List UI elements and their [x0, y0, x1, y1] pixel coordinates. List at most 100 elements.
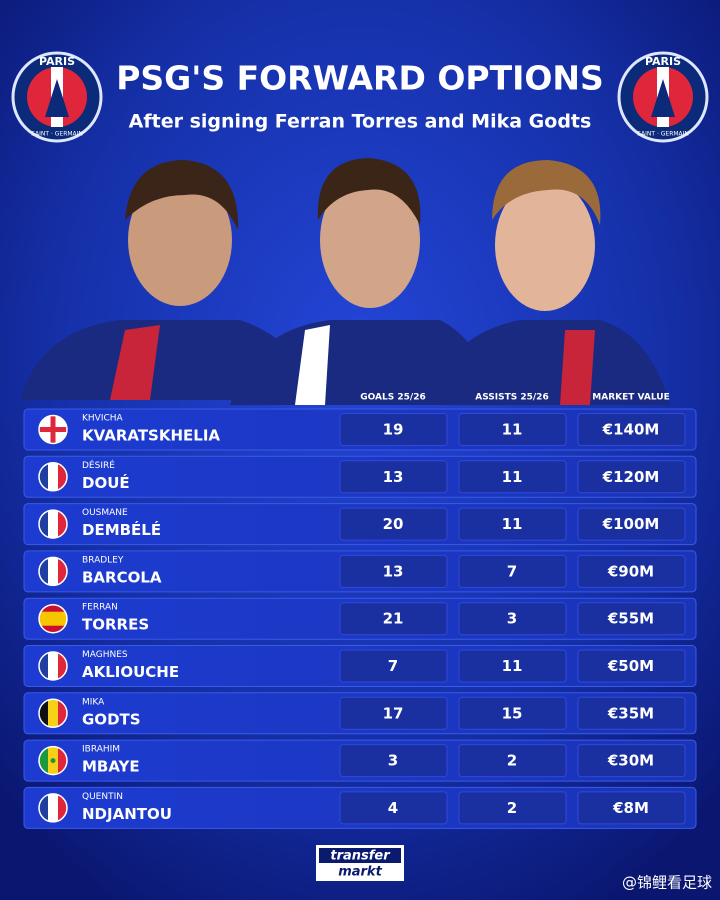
cell-assists: 15 [502, 704, 523, 722]
cell-value: €100M [602, 515, 660, 533]
cell-background [458, 460, 567, 494]
last-name: TORRES [82, 616, 149, 634]
flag-ring [38, 698, 68, 729]
flag-part [39, 611, 67, 626]
flag-part [58, 699, 67, 728]
table-row: OUSMANE DEMBÉLÉ 20 11 €100M [23, 503, 697, 546]
cell-goals: 7 [388, 657, 398, 675]
cell-assists: 3 [507, 610, 517, 628]
flag-icon [38, 793, 68, 823]
first-name: QUENTIN [82, 792, 123, 802]
cell-assists: 7 [507, 562, 517, 580]
flag-icon [38, 509, 68, 539]
logo-bottom: markt [338, 865, 382, 880]
flag-icon [38, 603, 68, 634]
flag-part [39, 510, 48, 539]
table-row: MIKA GODTS 17 15 €35M [23, 692, 697, 735]
flag-part [48, 793, 58, 822]
first-name: KHVICHA [82, 414, 124, 424]
flag-part [48, 557, 58, 586]
cell-background [339, 649, 448, 683]
first-name: MAGHNES [82, 650, 128, 660]
cell-background [577, 460, 686, 494]
flag-ring [38, 745, 68, 776]
cell-goals: 13 [383, 468, 404, 486]
last-name: MBAYE [82, 758, 140, 776]
cell-background [458, 649, 567, 683]
watermark: @锦鲤看足球 [622, 874, 712, 892]
flag-part [48, 462, 58, 491]
table-row: DÉSIRÉ DOUÉ 13 11 €120M [23, 455, 697, 498]
flag-ring [38, 603, 68, 634]
cell-goals: 3 [388, 752, 398, 770]
table-row: BRADLEY BARCOLA 13 7 €90M [23, 550, 697, 593]
cell-background [577, 602, 686, 636]
flag-ring [38, 414, 68, 445]
last-name: AKLIOUCHE [82, 663, 179, 681]
flag-part [50, 758, 56, 764]
flag [39, 793, 67, 822]
cell-background [458, 791, 567, 825]
logo-top: transfer [330, 849, 391, 864]
first-name: OUSMANE [82, 508, 128, 518]
cell-background [577, 649, 686, 683]
cell-background [339, 791, 448, 825]
flag-ring [38, 462, 68, 492]
cell-background [577, 413, 686, 446]
flag-part [58, 462, 67, 491]
flag-icon [38, 745, 68, 776]
cell-goals: 20 [383, 515, 404, 533]
cell-value: €140M [602, 421, 660, 439]
cell-goals: 4 [388, 799, 398, 817]
cell-assists: 11 [502, 657, 523, 675]
crest-bottom: SAINT · GERMAIN [31, 131, 83, 138]
first-name: BRADLEY [82, 555, 124, 565]
flag [39, 462, 67, 491]
flag-ring [38, 793, 68, 823]
cell-background [458, 413, 567, 446]
flag [39, 415, 67, 444]
flag-part [58, 652, 67, 680]
cell-value: €35M [607, 704, 654, 722]
cell-assists: 2 [507, 799, 517, 817]
cell-assists: 11 [502, 421, 523, 439]
flag-ring [38, 509, 68, 539]
table-row: FERRAN TORRES 21 3 €55M [23, 597, 697, 640]
crest-left: PARIS SAINT · GERMAIN [11, 51, 103, 143]
cell-goals: 21 [383, 610, 404, 628]
cell-background [577, 554, 686, 588]
flag-part [58, 746, 67, 775]
flag [39, 652, 67, 680]
crest-bottom: SAINT · GERMAIN [637, 131, 689, 138]
crest-right: PARIS SAINT · GERMAIN [617, 51, 709, 143]
flag-part [58, 510, 67, 539]
flag-part [48, 699, 58, 728]
first-name: FERRAN [82, 603, 118, 613]
cell-value: €8M [612, 799, 649, 817]
cell-value: €90M [607, 562, 654, 580]
title: PSG'S FORWARD OPTIONS [116, 59, 604, 98]
cell-background [458, 602, 567, 636]
flag [39, 699, 67, 728]
last-name: DEMBÉLÉ [82, 520, 161, 539]
last-name: BARCOLA [82, 568, 162, 586]
cell-background [339, 554, 448, 588]
subtitle: After signing Ferran Torres and Mika God… [129, 111, 592, 133]
first-name: DÉSIRÉ [82, 459, 115, 471]
column-header: ASSISTS 25/26 [475, 393, 548, 403]
last-name: GODTS [82, 710, 141, 728]
first-name: IBRAHIM [82, 745, 120, 755]
flag-part [58, 793, 67, 822]
table-row: IBRAHIM MBAYE 3 2 €30M [23, 739, 697, 782]
cell-background [577, 507, 686, 541]
flag-part [39, 557, 48, 586]
cell-background [339, 507, 448, 541]
cell-assists: 11 [502, 468, 523, 486]
crest-top: PARIS [645, 55, 681, 68]
flag-icon [38, 698, 68, 729]
flag-part [39, 427, 67, 432]
cell-background [577, 744, 686, 778]
transfermarkt-logo: transfer markt [316, 845, 404, 881]
last-name: DOUÉ [82, 473, 130, 492]
